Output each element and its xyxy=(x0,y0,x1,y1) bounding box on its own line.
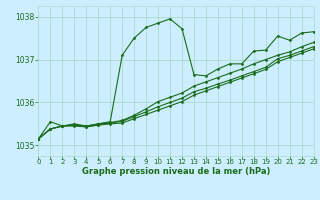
X-axis label: Graphe pression niveau de la mer (hPa): Graphe pression niveau de la mer (hPa) xyxy=(82,167,270,176)
